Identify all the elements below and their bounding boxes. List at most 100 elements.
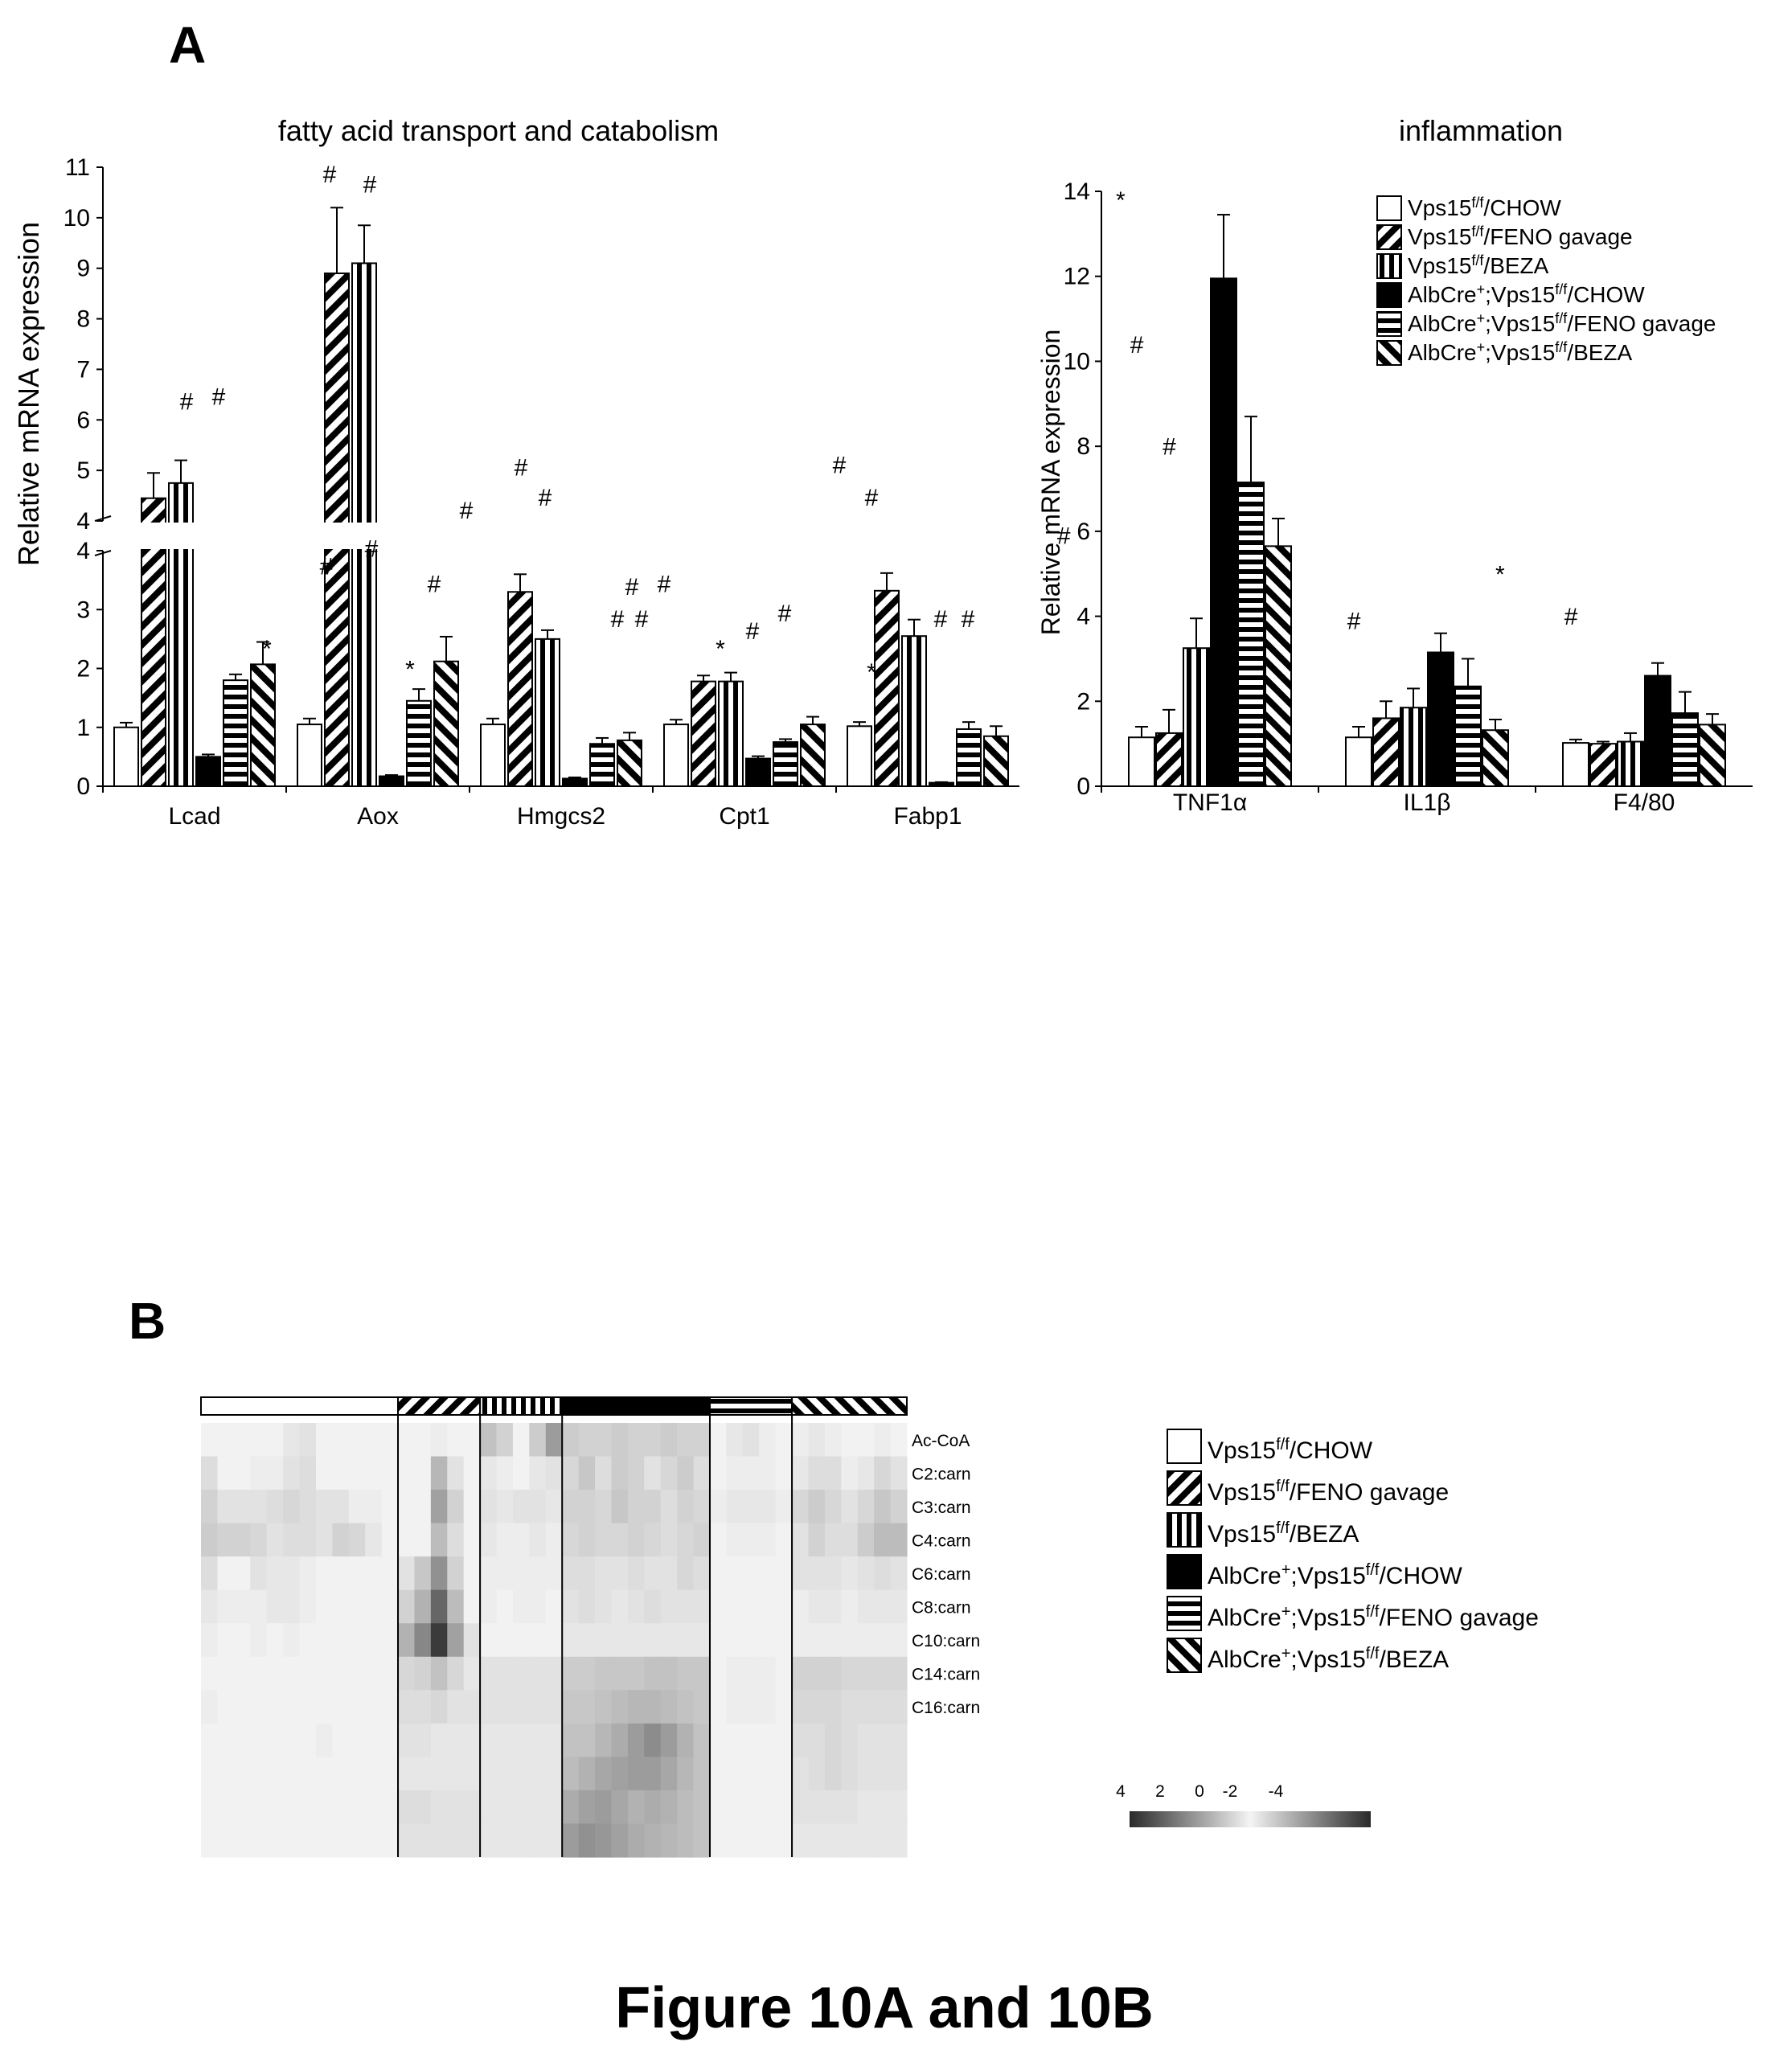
heatmap-cell	[627, 1456, 645, 1490]
heatmap-cell	[709, 1823, 727, 1858]
heatmap-cell	[299, 1589, 317, 1624]
y-tick-label: 6	[76, 407, 90, 433]
heatmap-cell	[726, 1790, 744, 1825]
heatmap-cell	[201, 1589, 219, 1624]
heatmap-cell	[857, 1556, 875, 1591]
heatmap-cell	[545, 1523, 563, 1557]
bar	[1482, 729, 1509, 788]
heatmap-cell	[709, 1656, 727, 1691]
heatmap-cell	[381, 1723, 399, 1757]
bar	[507, 591, 533, 788]
heatmap-cell	[660, 1757, 678, 1791]
heatmap-cell	[250, 1589, 268, 1624]
heatmap-cell	[365, 1456, 383, 1490]
bar	[1237, 482, 1265, 787]
y-tick-label: 9	[76, 256, 90, 282]
heatmap-cell	[578, 1823, 596, 1858]
heatmap-cell	[857, 1589, 875, 1624]
heatmap-cell	[808, 1490, 826, 1524]
heatmap-row-label: C4:carn	[912, 1531, 971, 1550]
heatmap-cell	[512, 1723, 530, 1757]
legend-swatch	[1376, 195, 1402, 221]
heatmap-cell	[644, 1490, 662, 1524]
heatmap-cell	[430, 1757, 448, 1791]
heatmap-cell	[627, 1490, 645, 1524]
heatmap-cell	[545, 1589, 563, 1624]
heatmap-cell	[348, 1423, 366, 1458]
legend-sup: f/f	[1555, 339, 1568, 355]
bar	[1644, 674, 1671, 787]
heatmap-cell	[644, 1623, 662, 1658]
heatmap-cell	[857, 1456, 875, 1490]
heatmap-cell	[824, 1490, 842, 1524]
heatmap-cell	[463, 1490, 481, 1524]
heatmap-cell	[759, 1623, 777, 1658]
legend-text: /FENO gavage	[1290, 1479, 1449, 1506]
heatmap-cell	[266, 1456, 284, 1490]
heatmap-cell	[315, 1623, 333, 1658]
heatmap-cell	[578, 1523, 596, 1557]
heatmap-cell	[233, 1423, 251, 1458]
heatmap-cell	[430, 1690, 448, 1724]
heatmap-cell	[890, 1589, 908, 1624]
heatmap-cell	[611, 1723, 629, 1757]
legend-sup: f/f	[1555, 310, 1568, 326]
heatmap-cell	[890, 1423, 908, 1458]
significance-mark: #	[625, 574, 639, 601]
heatmap-cell	[562, 1656, 580, 1691]
heatmap-cell	[726, 1723, 744, 1757]
heatmap-cell	[595, 1589, 613, 1624]
heatmap-cell	[775, 1790, 793, 1825]
significance-mark: *	[262, 636, 272, 662]
heatmap-cell	[414, 1456, 432, 1490]
heatmap-cell	[480, 1623, 498, 1658]
heatmap-cell	[398, 1556, 416, 1591]
heatmap-cell	[480, 1423, 498, 1458]
heatmap-cell	[496, 1723, 514, 1757]
heatmap-cell	[874, 1690, 892, 1724]
heatmap-cell	[841, 1490, 859, 1524]
heatmap-cell	[611, 1690, 629, 1724]
heatmap-cell	[348, 1790, 366, 1825]
heatmap-cell	[283, 1523, 301, 1557]
heatmap-cell	[595, 1790, 613, 1825]
heatmap-cell	[677, 1790, 695, 1825]
heatmap-cell	[562, 1423, 580, 1458]
heatmap-cell	[824, 1757, 842, 1791]
heatmap-cell	[874, 1523, 892, 1557]
legend-text: /BEZA	[1567, 340, 1632, 365]
heatmap-cell	[348, 1589, 366, 1624]
heatmap-cell	[414, 1623, 432, 1658]
heatmap-cell	[824, 1790, 842, 1825]
heatmap-cell	[315, 1656, 333, 1691]
y-tick-label: 12	[1064, 264, 1090, 290]
heatmap-cell	[545, 1723, 563, 1757]
heatmap-cell	[545, 1690, 563, 1724]
heatmap-cell	[611, 1490, 629, 1524]
heatmap-cell	[660, 1589, 678, 1624]
legend-text: /BEZA	[1483, 253, 1548, 278]
heatmap-cell	[595, 1656, 613, 1691]
heatmap-cell	[611, 1656, 629, 1691]
y-tick-label: 14	[1064, 178, 1090, 205]
heatmap-cell	[693, 1656, 711, 1691]
heatmap-cell	[201, 1823, 219, 1858]
heatmap-cell	[496, 1623, 514, 1658]
heatmap-cell	[512, 1589, 530, 1624]
significance-mark: #	[1347, 608, 1361, 634]
heatmap-cell	[874, 1456, 892, 1490]
heatmap-cell	[841, 1523, 859, 1557]
heatmap-cell	[742, 1623, 760, 1658]
significance-mark: *	[405, 656, 415, 683]
heatmap-cell	[841, 1690, 859, 1724]
legend-text: /BEZA	[1290, 1521, 1359, 1548]
heatmap-cell	[709, 1490, 727, 1524]
heatmap-cell	[742, 1523, 760, 1557]
heatmap-cell	[808, 1556, 826, 1591]
heatmap-cell	[217, 1556, 235, 1591]
heatmap-cell	[677, 1656, 695, 1691]
legend-label: AlbCre+;Vps15f/f/CHOW	[1408, 281, 1645, 307]
bar	[691, 680, 716, 787]
heatmap-cell	[775, 1589, 793, 1624]
